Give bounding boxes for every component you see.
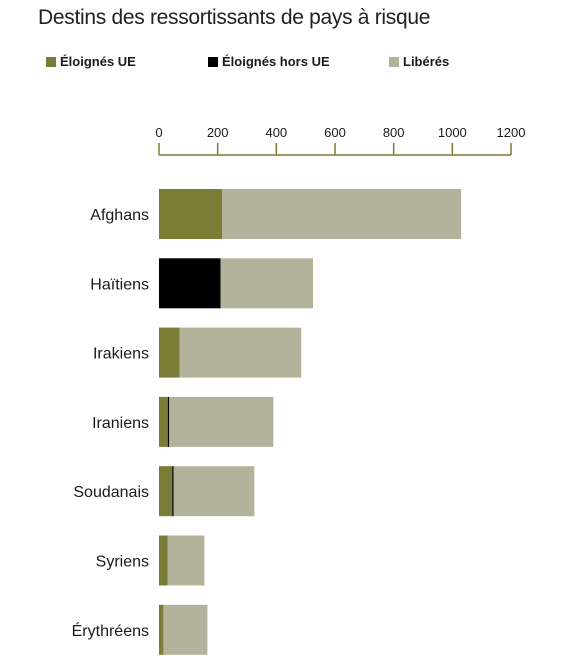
bar-iraniens-eloignes-ue — [159, 396, 168, 447]
bar-afghans-eloignes-ue — [159, 189, 223, 239]
chart-legend: Éloignés UE Éloignés hors UE Libérés — [0, 54, 580, 74]
category-label-syriens: Syriens — [96, 554, 149, 571]
x-tick-label-600: 600 — [324, 125, 346, 140]
legend-item-liberes: Libérés — [389, 54, 449, 69]
x-tick-label-1000: 1000 — [438, 125, 467, 140]
category-label-irakiens: Irakiens — [93, 346, 149, 363]
bar-syriens-liberes — [167, 535, 205, 586]
bar-soudanais-eloignes-ue — [159, 466, 173, 517]
bar-irakiens-liberes — [179, 327, 302, 378]
bar-soudanais-liberes — [173, 466, 255, 517]
legend-swatch-liberes — [389, 56, 399, 67]
bar-afghans-liberes — [222, 189, 462, 239]
x-tick-label-0: 0 — [155, 125, 162, 140]
legend-label-eloignes-hors-ue: Éloignés hors UE — [222, 54, 330, 69]
bar-haitiens-liberes — [220, 258, 313, 309]
bar-iraniens-liberes — [169, 396, 274, 447]
legend-item-eloignes-ue: Éloignés UE — [46, 54, 136, 69]
legend-swatch-eloignes-ue — [46, 56, 56, 67]
category-label-erythreens: Érythréens — [72, 621, 149, 640]
x-tick-label-800: 800 — [383, 125, 405, 140]
bar-haitiens-eloignes-hors-ue — [159, 258, 221, 309]
legend-item-eloignes-hors-ue: Éloignés hors UE — [208, 54, 330, 69]
bar-erythreens-liberes — [163, 604, 208, 655]
category-label-haitiens: Haïtiens — [90, 276, 149, 293]
bar-iraniens-eloignes-hors-ue — [167, 396, 170, 447]
legend-label-eloignes-ue: Éloignés UE — [60, 54, 136, 69]
bar-irakiens-eloignes-ue — [159, 327, 180, 378]
category-label-soudanais: Soudanais — [73, 484, 149, 501]
legend-label-liberes: Libérés — [403, 54, 450, 69]
legend-swatch-eloignes-hors-ue — [208, 56, 218, 67]
bar-syriens-eloignes-ue — [159, 535, 168, 586]
x-tick-label-200: 200 — [207, 125, 229, 140]
bar-soudanais-eloignes-hors-ue — [172, 466, 174, 517]
category-label-iraniens: Iraniens — [92, 415, 149, 432]
bar-erythreens-eloignes-ue — [159, 604, 164, 655]
category-label-afghans: Afghans — [90, 207, 149, 224]
x-tick-label-1200: 1200 — [497, 125, 526, 140]
x-tick-label-400: 400 — [265, 125, 287, 140]
chart-title: Destins des ressortissants de pays à ris… — [38, 6, 431, 29]
